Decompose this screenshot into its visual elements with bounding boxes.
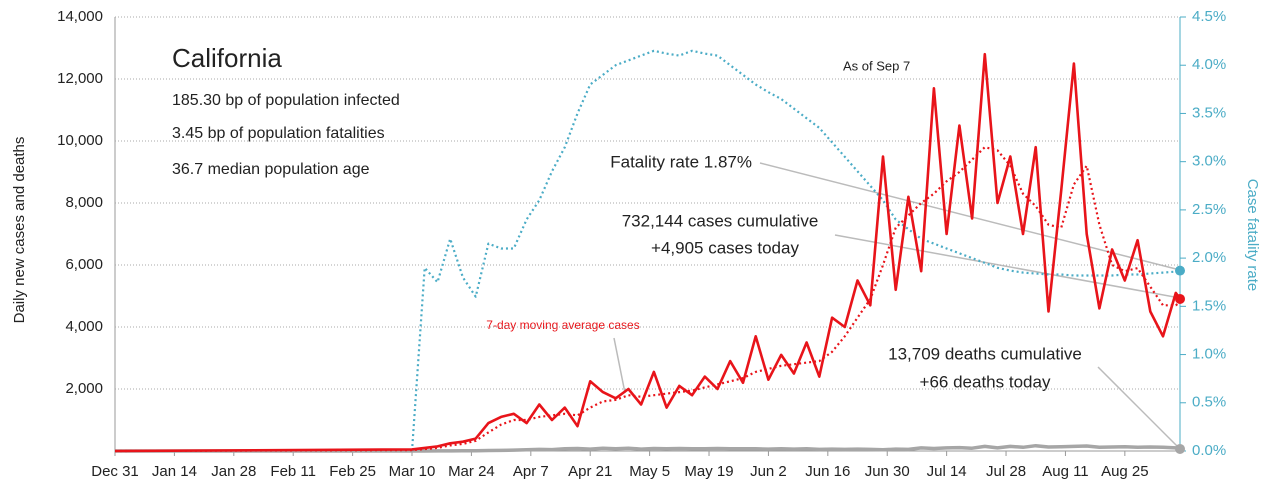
x-tick-label: Jun 2 bbox=[750, 463, 787, 480]
y-tick-label: 14,000 bbox=[57, 8, 103, 25]
end-dot bbox=[1175, 293, 1185, 304]
y2-tick-label: 4.5% bbox=[1192, 8, 1226, 25]
x-tick-label: Jun 30 bbox=[865, 463, 910, 480]
series-line bbox=[114, 146, 1181, 453]
subtitle: 3.45 bp of population fatalities bbox=[172, 125, 385, 142]
x-tick-label: May 19 bbox=[684, 463, 733, 480]
y2-tick-label: 0.0% bbox=[1192, 442, 1226, 459]
end-dot bbox=[1175, 443, 1185, 454]
x-tick-label: Jan 28 bbox=[211, 463, 256, 480]
x-tick-label: Aug 25 bbox=[1101, 463, 1149, 480]
x-tick-label: Jun 16 bbox=[805, 463, 850, 480]
subtitle: 185.30 bp of population infected bbox=[172, 92, 400, 109]
annotation: 13,709 deaths cumulative bbox=[888, 344, 1082, 363]
x-tick-label: Jan 14 bbox=[152, 463, 197, 480]
leader-line bbox=[759, 162, 1181, 271]
y-tick-label: 2,000 bbox=[65, 380, 103, 397]
leader-line bbox=[1097, 366, 1181, 450]
x-tick-label: Apr 21 bbox=[568, 463, 612, 480]
y-tick-label: 4,000 bbox=[65, 318, 103, 335]
leader-lines bbox=[613, 162, 1181, 450]
x-tick-label: Feb 25 bbox=[329, 463, 376, 480]
annotation: Fatality rate 1.87% bbox=[610, 152, 752, 171]
x-tick-label: Jul 14 bbox=[927, 463, 967, 480]
x-tick-label: Aug 11 bbox=[1042, 463, 1088, 480]
x-tick-label: Dec 31 bbox=[91, 463, 139, 480]
x-tick-label: Apr 7 bbox=[513, 463, 549, 480]
y2-tick-label: 2.5% bbox=[1192, 201, 1226, 218]
annotation: +4,905 cases today bbox=[651, 238, 799, 257]
y2-tick-label: 3.0% bbox=[1192, 153, 1226, 170]
y2-tick-label: 1.5% bbox=[1192, 297, 1226, 314]
end-dot bbox=[1175, 265, 1185, 276]
y2-axis-title: Case fatality rate bbox=[1244, 179, 1261, 292]
y-tick-label: 10,000 bbox=[57, 132, 103, 149]
x-tick-label: Mar 10 bbox=[389, 463, 436, 480]
y-tick-label: 8,000 bbox=[65, 194, 103, 211]
annotation: 732,144 cases cumulative bbox=[622, 211, 819, 230]
y2-tick-label: 3.5% bbox=[1192, 104, 1226, 121]
series-label: 7-day moving average cases bbox=[486, 318, 639, 332]
x-tick-label: Mar 24 bbox=[448, 463, 495, 480]
y2-tick-label: 2.0% bbox=[1192, 249, 1226, 266]
annotation: +66 deaths today bbox=[920, 372, 1051, 391]
leader-line bbox=[613, 337, 626, 394]
y-axis-title: Daily new cases and deaths bbox=[11, 137, 28, 324]
subtitle: 36.7 median population age bbox=[172, 161, 370, 178]
x-tick-label: Feb 11 bbox=[270, 463, 316, 480]
x-tick-label: May 5 bbox=[629, 463, 670, 480]
annotation: As of Sep 7 bbox=[843, 58, 910, 73]
series-line bbox=[114, 52, 1182, 453]
chart-title: California bbox=[172, 43, 282, 73]
y2-tick-label: 0.5% bbox=[1192, 394, 1226, 411]
series-line bbox=[115, 443, 1181, 453]
y2-tick-label: 4.0% bbox=[1192, 56, 1226, 73]
y-tick-label: 6,000 bbox=[65, 256, 103, 273]
y-tick-label: 12,000 bbox=[57, 70, 103, 87]
y2-tick-label: 1.0% bbox=[1192, 346, 1226, 363]
x-tick-label: Jul 28 bbox=[986, 463, 1026, 480]
